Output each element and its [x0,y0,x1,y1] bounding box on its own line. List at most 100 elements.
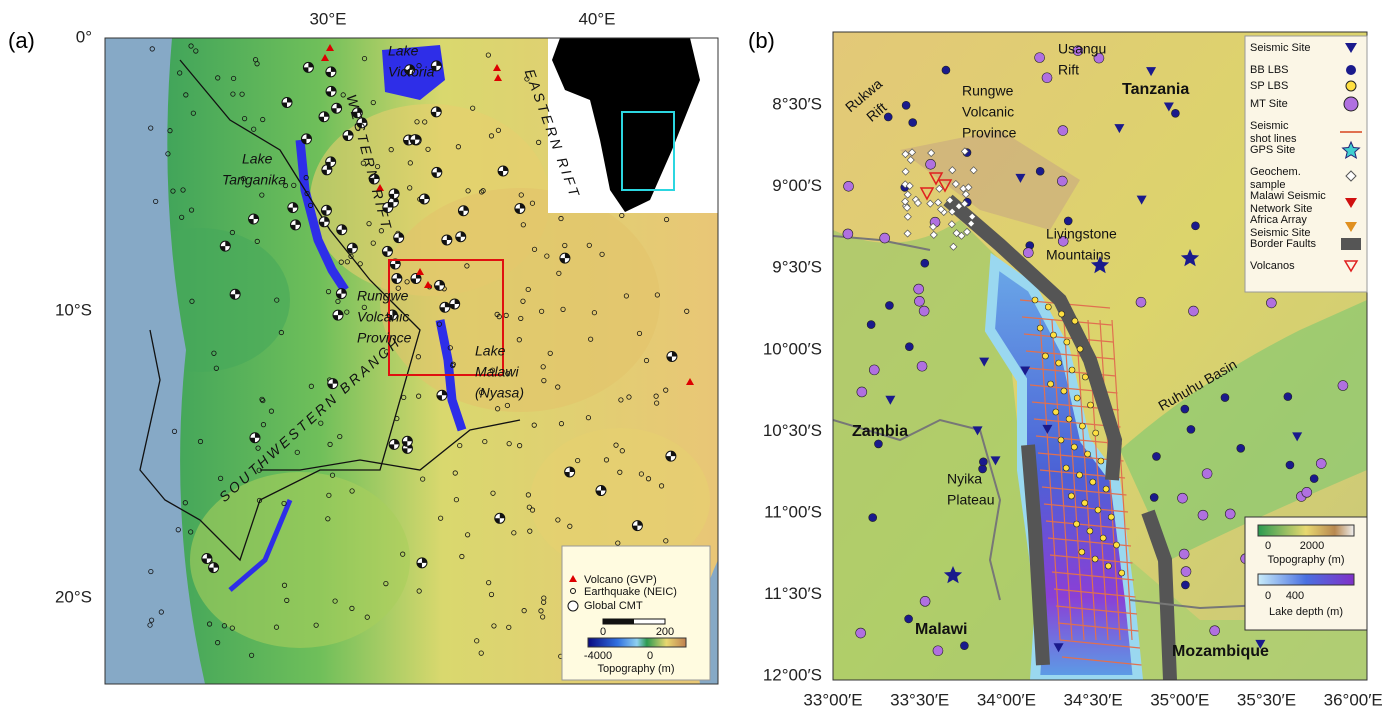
earthquake [197,438,204,445]
legend-label: GPS Site [1250,144,1295,156]
legend-label: Seismic [1250,120,1289,132]
earthquake [213,365,219,371]
cmt-quad [325,66,336,77]
geochem-sample [903,203,912,212]
seismic-site [979,357,990,367]
seismic-site [972,426,983,436]
global-cmt [300,133,312,145]
legend-label: Network Site [1250,203,1312,215]
lat-tick-label: 10°30′S [763,421,822,440]
lake-other [228,499,293,592]
place-label: Zambia [852,423,908,440]
panel-label: (b) [748,28,775,53]
geochem-sample [954,202,963,211]
cmt-quad [494,513,505,524]
earthquake [455,144,461,150]
place-label: Tanganika [222,172,286,188]
earthquake [182,500,188,506]
global-cmt [665,450,677,462]
frame [832,31,1368,681]
earthquake [416,63,422,69]
global-cmt [564,466,576,478]
colorbar-title: Lake depth (m) [1269,606,1343,618]
earthquake [586,242,592,248]
inset-box [621,111,675,191]
earthquake [308,383,314,389]
earthquake [478,650,484,656]
earthquake [256,467,262,473]
earthquake [383,581,389,587]
earthquake [260,397,266,404]
cmt-quad [321,164,332,175]
earthquake [653,393,659,399]
global-cmt [248,213,260,225]
lake-tanganyika [295,139,349,293]
place-label: Malawi [475,364,519,380]
colorbar-topo [1257,524,1355,537]
lon-tick-label: 36°00′E [1324,690,1383,709]
legend-label: BB LBS [1250,64,1289,76]
volcano [416,268,424,275]
study-area [388,259,504,376]
global-cmt [381,245,393,257]
cmt-quad [559,253,570,264]
border-fault [1141,509,1177,680]
mt-site [843,180,854,192]
earthquake [158,609,164,615]
cmt-quad [248,214,259,225]
volcano [326,44,334,51]
sp-lbs [1086,527,1094,535]
sp-lbs [1087,401,1094,409]
volcano [424,281,432,288]
earthquake [414,119,420,125]
sp-lbs [1042,352,1049,360]
shot-line [1061,656,1142,666]
earthquake [618,397,624,403]
cmt-quad [665,451,676,462]
earthquake [193,48,199,54]
earthquake [643,357,650,364]
mt-site [1022,247,1034,258]
sp-lbs [1076,345,1084,353]
earthquake [506,441,512,447]
earthquake [348,253,354,259]
shot-line [1075,319,1097,641]
earthquake [526,504,532,510]
earthquake [541,378,547,384]
sp-lbs [1108,513,1115,521]
place-label: Tanzania [1122,81,1189,98]
legend-label: Volcanos [1250,260,1295,272]
global-cmt [336,224,348,236]
seismic-site [1163,102,1174,112]
place-label: Province [357,330,412,346]
mt-site [1224,508,1236,520]
global-cmt [368,173,380,185]
terrain-patch [380,188,660,412]
earthquake [447,345,453,351]
legend-label: Volcano (GVP) [584,574,657,586]
mt-site [1057,235,1069,247]
global-cmt [631,520,643,532]
earthquake [344,259,350,265]
global-cmt [289,219,301,231]
earthquake [638,471,645,477]
mt-site [1034,52,1045,63]
geochem-sample [963,227,972,236]
cmt-quad [431,106,442,117]
earthquake [332,598,338,604]
cmt-quad [419,193,430,204]
volcano [928,172,944,186]
mt-site [1201,468,1213,479]
bb-lbs [1283,392,1293,401]
earthquake [404,279,410,285]
cmt-quad [290,219,301,230]
legend-box [561,545,711,681]
earthquake [488,591,495,598]
shot-line [1023,333,1114,343]
earthquake [495,127,502,133]
earthquake [531,246,538,252]
mt-site [1188,305,1199,317]
earthquake [480,188,486,194]
earthquake [540,364,546,370]
